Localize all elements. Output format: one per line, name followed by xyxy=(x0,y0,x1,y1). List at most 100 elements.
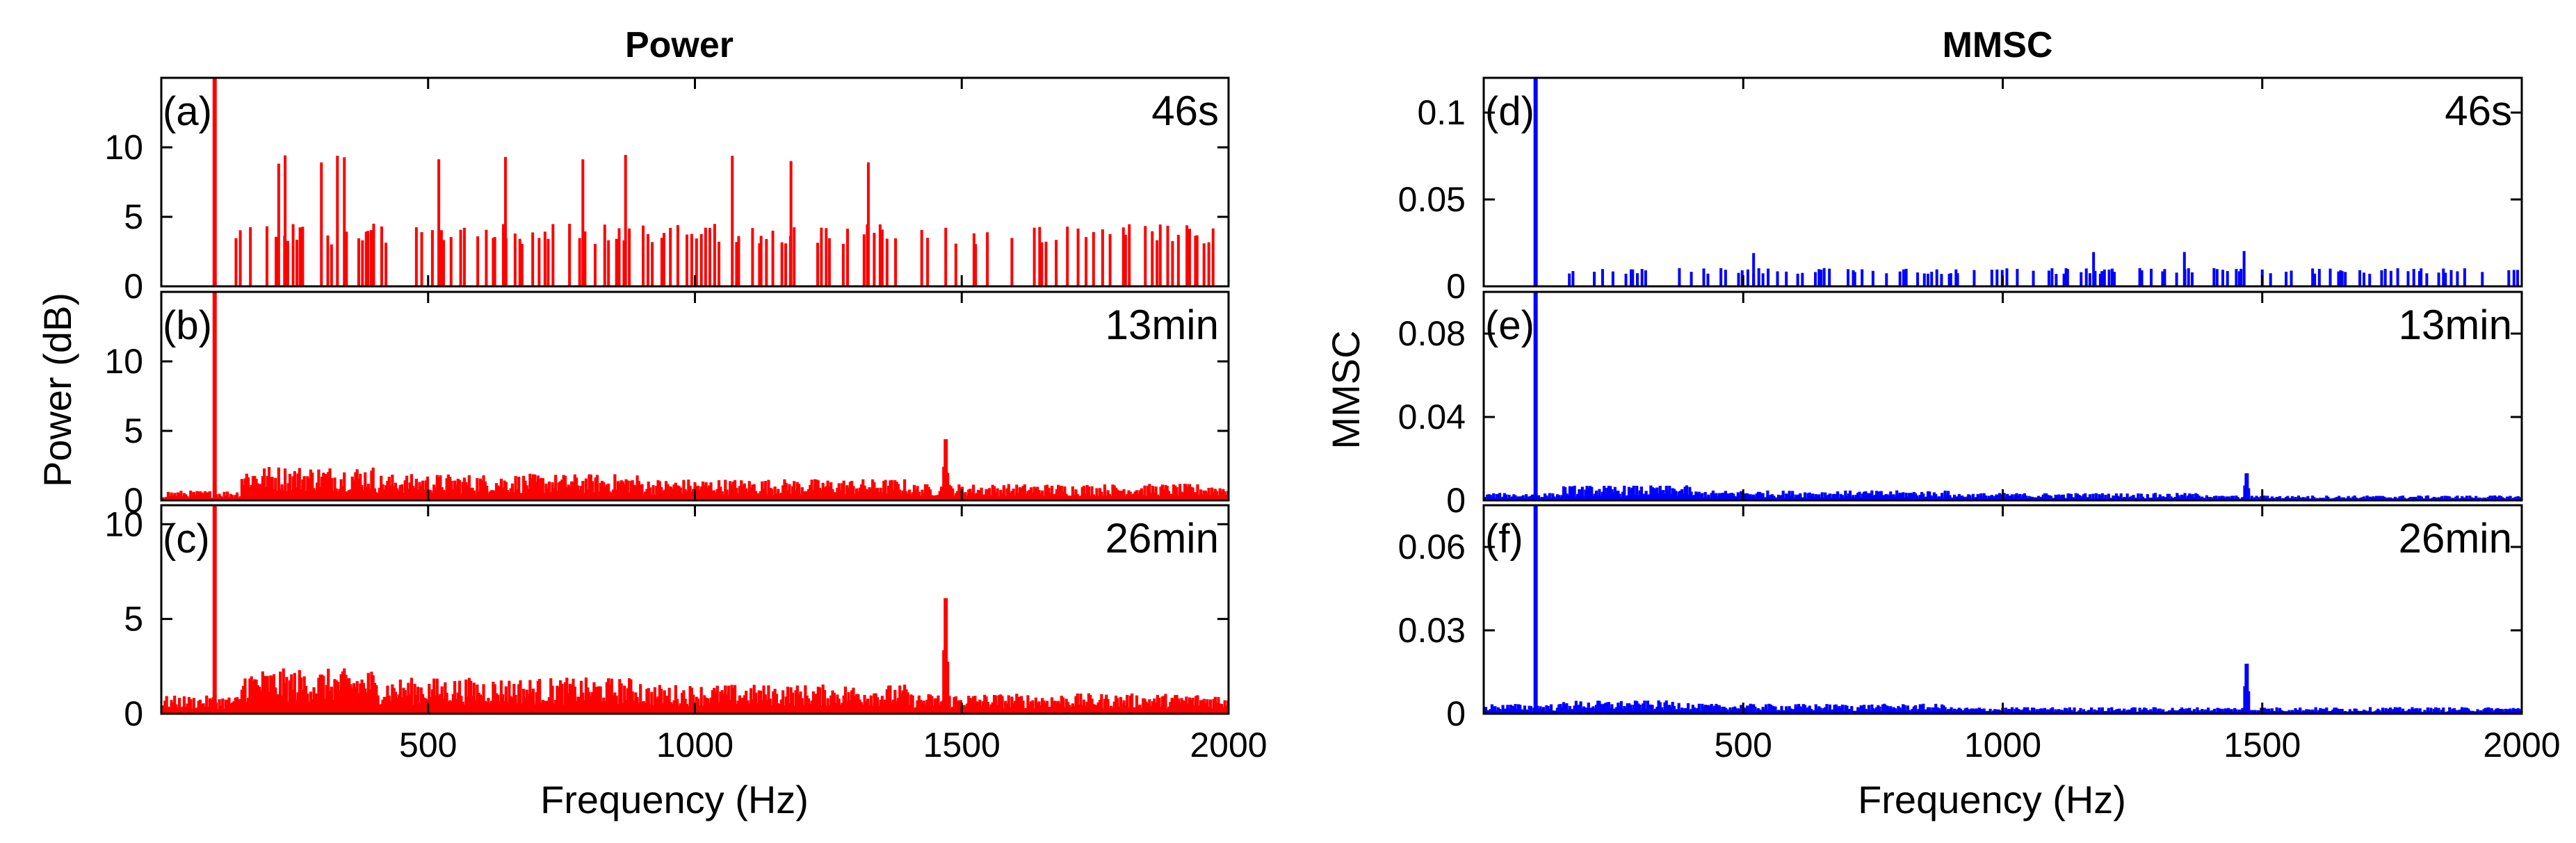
spectrum-bar xyxy=(1822,497,1826,500)
spectrum-bar xyxy=(2392,709,2395,714)
spectrum-bar-tall xyxy=(277,163,280,286)
spectrum-bar xyxy=(2094,493,2098,500)
spectrum-bar xyxy=(2096,498,2100,500)
spectrum-bar xyxy=(191,708,194,714)
spectrum-bar xyxy=(1124,705,1127,714)
spectrum-bar xyxy=(827,486,832,500)
spectrum-bar xyxy=(672,484,676,500)
spectrum-bar xyxy=(1644,270,1647,286)
spectrum-bar xyxy=(328,468,332,500)
spectrum-bar xyxy=(200,704,204,714)
spectrum-bar xyxy=(1951,710,1954,714)
spectrum-bar xyxy=(1045,701,1049,714)
spectrum-bar xyxy=(2418,708,2422,714)
spectrum-bar xyxy=(369,230,373,286)
spectrum-bar xyxy=(219,705,223,714)
spectrum-bar xyxy=(1116,489,1119,500)
spectrum-bar xyxy=(2490,708,2493,714)
spectrum-bar xyxy=(690,234,693,286)
spectrum-bar xyxy=(2060,710,2064,714)
spectrum-bar xyxy=(578,696,581,714)
spectrum-bar xyxy=(618,483,622,500)
spectrum-bar xyxy=(2507,270,2511,286)
spectrum-bar xyxy=(1119,696,1123,714)
spectrum-bar xyxy=(1952,708,1957,714)
spectrum-bar xyxy=(2100,493,2104,500)
spectrum-bar xyxy=(1967,494,1970,500)
spectrum-bar xyxy=(2024,707,2028,714)
spectrum-bar xyxy=(1806,707,1810,714)
spectrum-bar xyxy=(1557,495,1561,500)
spectrum-bar xyxy=(396,698,399,714)
spectrum-bar xyxy=(343,668,346,714)
spectrum-bar xyxy=(1898,707,1902,714)
spectrum-bar xyxy=(1678,268,1681,286)
spectrum-bar xyxy=(1747,494,1751,500)
spectrum-bar xyxy=(2000,494,2003,500)
spectrum-bar xyxy=(2362,710,2366,714)
spectrum-bar xyxy=(2069,493,2073,500)
spectrum-bar xyxy=(2006,710,2009,714)
spectrum-bar xyxy=(2051,707,2055,714)
spectrum-bar xyxy=(906,493,909,500)
spectrum-bar xyxy=(901,490,905,500)
spectrum-bar xyxy=(1750,704,1754,714)
spectrum-bar xyxy=(746,491,750,500)
spectrum-bar xyxy=(976,490,980,500)
spectrum-bar xyxy=(594,687,597,714)
spectrum-bar xyxy=(912,708,916,714)
spectrum-bar xyxy=(731,687,735,714)
spectrum-bar xyxy=(715,489,719,500)
spectrum-bar xyxy=(397,491,400,500)
spectrum-bar xyxy=(265,226,268,286)
spectrum-bar xyxy=(589,696,592,714)
spectrum-bar-tall xyxy=(437,159,441,286)
spectrum-bar xyxy=(1545,495,1548,500)
spectrum-bar xyxy=(997,695,1001,714)
spectrum-bar xyxy=(1657,700,1660,714)
spectrum-bar xyxy=(249,227,252,286)
spectrum-bar xyxy=(439,475,442,500)
spectrum-bar xyxy=(1770,705,1774,714)
x-tick-label: 500 xyxy=(1715,726,1772,764)
spectrum-bar xyxy=(2376,496,2380,500)
spectrum-bar xyxy=(414,478,418,500)
spectrum-bar xyxy=(2465,496,2468,500)
spectrum-bar xyxy=(2127,709,2130,714)
spectrum-bar xyxy=(1805,708,1808,714)
spectrum-bar xyxy=(1781,710,1785,714)
spectrum-bar xyxy=(1945,494,1948,500)
spectrum-bar xyxy=(439,694,442,714)
spectrum-bar xyxy=(2326,711,2330,714)
spectrum-bar xyxy=(1752,494,1756,500)
spectrum-bar xyxy=(1696,707,1699,714)
spectrum-bar xyxy=(1543,493,1547,500)
spectrum-bar xyxy=(1559,497,1562,500)
spectrum-bar xyxy=(1012,703,1015,714)
spectrum-bar xyxy=(674,482,677,500)
spectrum-bar xyxy=(1655,706,1659,714)
spectrum-bar xyxy=(306,476,309,500)
spectrum-bar xyxy=(2150,497,2154,500)
spectrum-bar xyxy=(1965,496,1969,500)
spectrum-bar xyxy=(558,680,562,714)
spectrum-bar xyxy=(1571,486,1575,500)
spectrum-bar xyxy=(2296,496,2301,500)
spectrum-bar xyxy=(364,231,368,286)
spectrum-bar xyxy=(1669,707,1673,714)
spectrum-bar xyxy=(1028,489,1031,500)
spectrum-bar xyxy=(1604,487,1607,500)
spectrum-bar xyxy=(1516,496,1521,500)
spectrum-bar xyxy=(558,481,562,500)
spectrum-bar xyxy=(2313,273,2317,286)
spectrum-bar xyxy=(1578,704,1581,714)
spectrum-bar xyxy=(622,240,626,286)
spectrum-bar xyxy=(1991,710,1995,714)
spectrum-bar xyxy=(230,702,234,714)
spectrum-bar xyxy=(166,491,170,500)
spectrum-bar xyxy=(462,704,467,714)
spectrum-bar xyxy=(2227,707,2230,714)
spectrum-bar xyxy=(316,482,319,500)
spectrum-bar xyxy=(1705,496,1709,500)
spectrum-bar xyxy=(1889,491,1893,500)
